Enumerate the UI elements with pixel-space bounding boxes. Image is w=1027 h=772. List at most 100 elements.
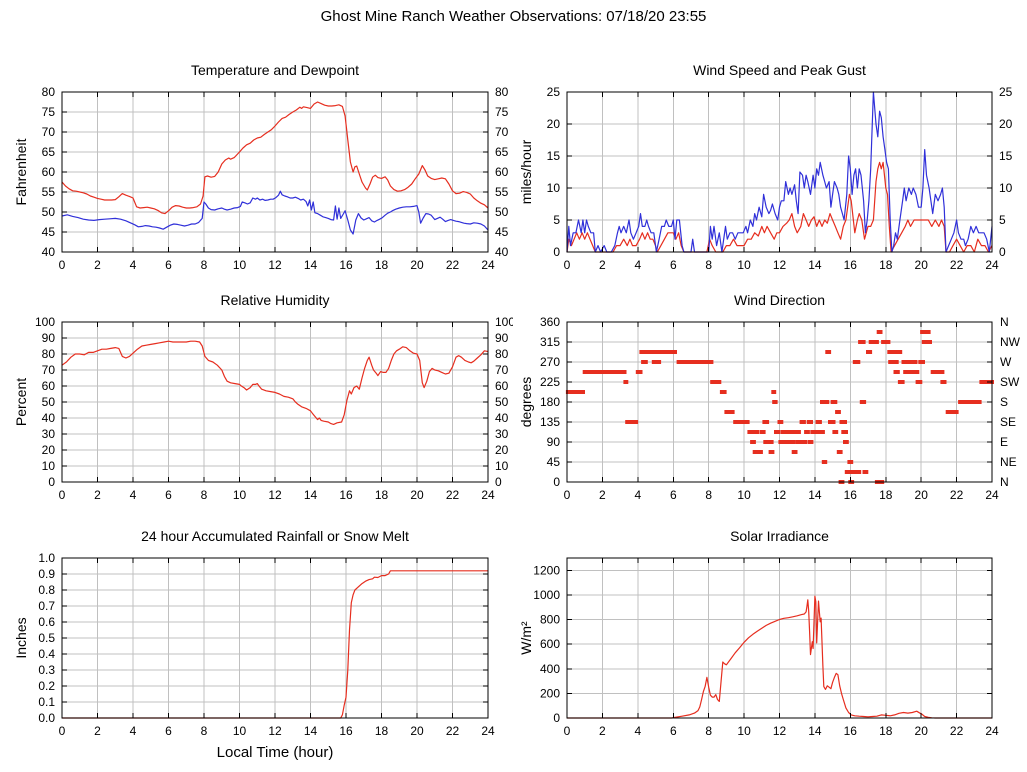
chart-title: Wind Speed and Peak Gust — [693, 62, 866, 78]
svg-text:60: 60 — [42, 165, 56, 179]
svg-text:18: 18 — [375, 488, 389, 502]
svg-text:50: 50 — [495, 395, 509, 409]
svg-text:0.4: 0.4 — [38, 647, 55, 661]
gridlines — [61, 557, 489, 719]
svg-text:10: 10 — [737, 488, 751, 502]
svg-text:4: 4 — [634, 724, 641, 738]
svg-text:75: 75 — [42, 105, 56, 119]
svg-text:20: 20 — [915, 488, 929, 502]
svg-text:20: 20 — [410, 488, 424, 502]
dewpoint-line — [61, 190, 489, 235]
chart-title: 24 hour Accumulated Rainfall or Snow Mel… — [141, 528, 409, 544]
svg-text:0: 0 — [553, 711, 560, 725]
svg-text:22: 22 — [446, 724, 460, 738]
svg-text:6: 6 — [670, 724, 677, 738]
svg-text:50: 50 — [495, 205, 509, 219]
svg-text:0.6: 0.6 — [38, 615, 55, 629]
svg-text:600: 600 — [540, 637, 560, 651]
svg-text:2: 2 — [94, 258, 101, 272]
svg-text:200: 200 — [540, 686, 560, 700]
svg-text:18: 18 — [375, 724, 389, 738]
svg-text:8: 8 — [705, 724, 712, 738]
rainfall-line — [62, 570, 488, 719]
svg-text:6: 6 — [165, 724, 172, 738]
svg-text:800: 800 — [540, 613, 560, 627]
svg-text:5: 5 — [999, 213, 1006, 227]
svg-text:70: 70 — [495, 363, 509, 377]
svg-text:10: 10 — [737, 724, 751, 738]
svg-text:18: 18 — [879, 258, 893, 272]
relative-humidity-chart: Relative Humidity Percent 0 2 4 6 8 10 12 14 16 1… — [0, 280, 513, 508]
svg-text:12: 12 — [773, 488, 787, 502]
svg-text:SE: SE — [1000, 415, 1016, 429]
svg-text:20: 20 — [547, 117, 561, 131]
solar-irradiance-chart: Solar Irradiance W/m² 0 2 4 6 8 10 12 14 16 18 20 2… — [513, 516, 1027, 772]
svg-text:8: 8 — [201, 724, 208, 738]
svg-text:80: 80 — [495, 347, 509, 361]
svg-text:70: 70 — [42, 125, 56, 139]
svg-text:SW: SW — [1000, 375, 1020, 389]
svg-text:270: 270 — [540, 355, 560, 369]
chart-title: Temperature and Dewpoint — [190, 62, 360, 78]
svg-text:N: N — [1000, 475, 1009, 489]
svg-text:1000: 1000 — [533, 588, 560, 602]
solar-irradiance-plot: 0 2 4 6 8 10 12 14 16 18 20 22 240200400600800100012… — [533, 557, 999, 738]
tick-labels: 0 2 4 6 8 10 12 14 16 18 20 22 240459013518022527031… — [540, 315, 1021, 502]
svg-text:18: 18 — [375, 258, 389, 272]
svg-text:24: 24 — [985, 258, 999, 272]
svg-text:0: 0 — [59, 258, 66, 272]
svg-text:12: 12 — [268, 724, 282, 738]
svg-text:0.3: 0.3 — [38, 663, 55, 677]
svg-text:2: 2 — [599, 724, 606, 738]
svg-text:14: 14 — [808, 258, 822, 272]
svg-text:135: 135 — [540, 415, 560, 429]
svg-text:4: 4 — [130, 488, 137, 502]
svg-text:0: 0 — [999, 245, 1006, 259]
svg-text:15: 15 — [999, 149, 1013, 163]
svg-text:14: 14 — [304, 488, 318, 502]
svg-text:20: 20 — [915, 724, 929, 738]
svg-text:16: 16 — [844, 258, 858, 272]
svg-text:12: 12 — [268, 258, 282, 272]
svg-text:80: 80 — [42, 85, 56, 99]
svg-text:22: 22 — [446, 258, 460, 272]
svg-text:24: 24 — [481, 258, 495, 272]
svg-text:400: 400 — [540, 662, 560, 676]
svg-text:4: 4 — [130, 724, 137, 738]
svg-text:50: 50 — [42, 205, 56, 219]
svg-text:1.0: 1.0 — [38, 551, 55, 565]
page-title: Ghost Mine Ranch Weather Observations: 0… — [320, 8, 707, 25]
svg-text:80: 80 — [42, 347, 56, 361]
axes — [566, 321, 993, 483]
gridlines — [61, 321, 489, 483]
svg-text:16: 16 — [339, 258, 353, 272]
svg-text:0.2: 0.2 — [38, 679, 55, 693]
svg-text:22: 22 — [950, 488, 964, 502]
svg-text:16: 16 — [844, 488, 858, 502]
svg-text:0: 0 — [59, 488, 66, 502]
gridlines — [566, 91, 993, 253]
svg-text:45: 45 — [42, 225, 56, 239]
svg-text:6: 6 — [165, 488, 172, 502]
svg-text:0.9: 0.9 — [38, 567, 55, 581]
svg-text:2: 2 — [599, 488, 606, 502]
x-axis-label: Local Time (hour) — [216, 744, 334, 761]
svg-text:12: 12 — [773, 258, 787, 272]
svg-text:16: 16 — [844, 724, 858, 738]
svg-text:360: 360 — [540, 315, 560, 329]
svg-text:E: E — [1000, 435, 1008, 449]
svg-text:20: 20 — [410, 258, 424, 272]
svg-text:75: 75 — [495, 105, 509, 119]
axes — [61, 321, 489, 483]
svg-text:10: 10 — [737, 258, 751, 272]
wind-direction-plot: 0 2 4 6 8 10 12 14 16 18 20 22 240459013518022527031… — [540, 315, 1021, 502]
gridlines — [566, 321, 993, 483]
svg-text:24: 24 — [985, 488, 999, 502]
svg-text:0.5: 0.5 — [38, 631, 55, 645]
svg-text:18: 18 — [879, 724, 893, 738]
svg-text:0: 0 — [564, 488, 571, 502]
svg-text:20: 20 — [495, 443, 509, 457]
